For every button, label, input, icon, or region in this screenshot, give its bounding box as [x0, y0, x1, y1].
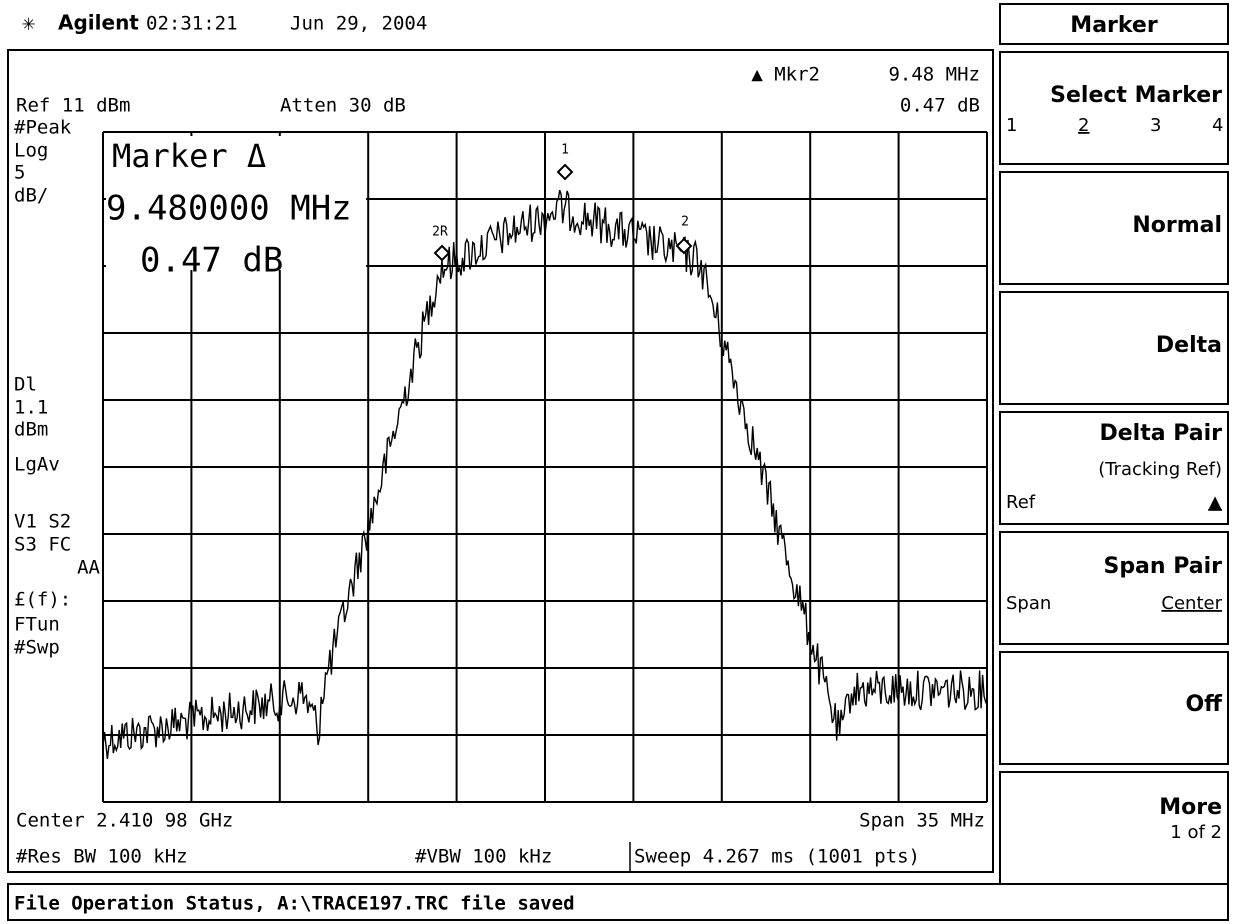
marker-diamond — [433, 244, 451, 262]
marker-label: 1 — [561, 143, 569, 158]
softkeys: Select Marker 1 2 3 4 Normal Delta Delta Pair (T… — [999, 51, 1229, 885]
softkey-option: 1 — [1006, 115, 1017, 136]
softkey-label: Span Pair — [1103, 554, 1222, 579]
softkey-label: Delta — [1156, 333, 1222, 358]
softkey-option: 2 — [1078, 115, 1089, 136]
marker-label: 2 — [681, 215, 689, 230]
softkey-label: Delta Pair — [1099, 421, 1222, 446]
marker-box-title: Marker Δ — [112, 137, 266, 175]
softkey-title-box — [999, 3, 1229, 45]
annotation: dB/ — [14, 185, 48, 207]
softkey-label: Select Marker — [1050, 83, 1222, 108]
annotation: AA — [77, 557, 100, 579]
marker-readout-frequency: 9.48 MHz — [888, 64, 980, 86]
time: 02:31:21 — [146, 13, 238, 35]
softkey-title: Marker — [1070, 13, 1158, 38]
annotation: dBm — [14, 419, 48, 441]
sweep: Sweep 4.267 ms (1001 pts) — [634, 846, 920, 868]
softkey-sub: 1 of 2 — [1170, 822, 1222, 843]
softkey-label: Normal — [1132, 213, 1222, 238]
marker-diamond — [556, 163, 574, 181]
softkey-option: 3 — [1150, 115, 1161, 136]
logo: ✳ — [22, 11, 35, 36]
annotation: #Peak — [14, 117, 72, 139]
date: Jun 29, 2004 — [290, 13, 427, 35]
vbw: #VBW 100 kHz — [415, 846, 552, 868]
rbw: #Res BW 100 kHz — [16, 846, 188, 868]
annotation: 5 — [14, 162, 25, 184]
annotation: £(f): — [14, 589, 71, 611]
span: Span 35 MHz — [859, 810, 985, 832]
ref-level: Ref 11 dBm — [16, 95, 130, 117]
softkey[interactable] — [999, 171, 1229, 285]
annotation: FTun — [14, 614, 60, 636]
annotation: S3 FC — [14, 534, 71, 556]
marker-box-frequency: 9.480000 MHz — [106, 189, 352, 229]
annotation: Dl — [14, 374, 37, 396]
softkey[interactable] — [999, 651, 1229, 765]
status-text: File Operation Status, A:\TRACE197.TRC f… — [14, 893, 575, 915]
softkey[interactable] — [999, 531, 1229, 645]
annotation: 1.1 — [14, 397, 48, 419]
display-frame — [7, 49, 994, 873]
annotation: LgAv — [14, 454, 60, 476]
softkey-label: More — [1159, 795, 1222, 820]
attenuation: Atten 30 dB — [280, 95, 406, 117]
softkey-option: ▲ — [1208, 492, 1222, 513]
marker-diamond — [675, 237, 693, 255]
annotation: #Swp — [14, 637, 60, 659]
softkey[interactable] — [999, 291, 1229, 405]
marker-readout-label: ▲ Mkr2 — [751, 64, 820, 86]
softkey-option: Span — [1006, 593, 1051, 614]
softkey[interactable] — [999, 411, 1229, 525]
softkey-option: Ref — [1006, 492, 1036, 513]
marker-readout-amplitude: 0.47 dB — [900, 95, 980, 117]
softkey-option: Center — [1161, 593, 1222, 614]
marker-box-amplitude: 0.47 dB — [140, 241, 283, 281]
annotation: Log — [14, 140, 48, 162]
marker-label: 2R — [432, 225, 448, 240]
status-bar — [7, 883, 1229, 921]
brand: Agilent — [58, 11, 139, 35]
softkey-option: 4 — [1212, 115, 1223, 136]
softkey[interactable] — [999, 51, 1229, 165]
marker-box — [106, 136, 366, 270]
trace — [102, 189, 988, 759]
softkey-label: Off — [1185, 692, 1223, 717]
softkey-sub: (Tracking Ref) — [1098, 459, 1222, 480]
annotation: V1 S2 — [14, 511, 71, 533]
center-frequency: Center 2.410 98 GHz — [16, 810, 233, 832]
